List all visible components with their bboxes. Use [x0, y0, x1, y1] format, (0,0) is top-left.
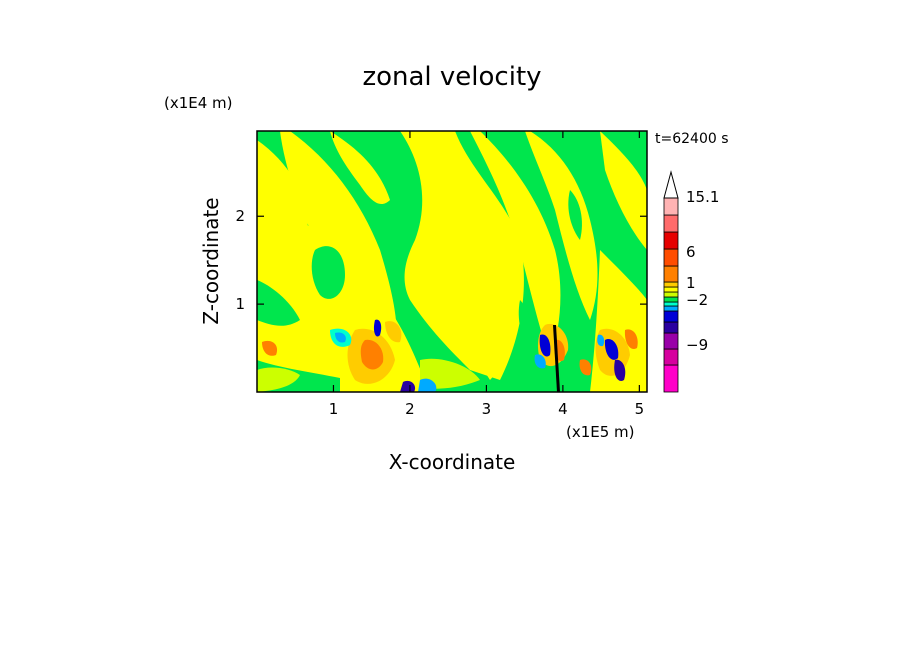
colorbar-level-13 [663, 231, 679, 250]
y-tick-label-1: 2 [235, 207, 245, 225]
colorbar-level-3 [663, 321, 679, 334]
colorbar-level-8 [663, 291, 679, 298]
colorbar-label-1: 6 [686, 243, 696, 261]
y-axis-ticks: 12 [235, 207, 647, 313]
colorbar-level-6 [663, 301, 679, 307]
x-tick-label-3: 4 [558, 400, 568, 418]
colorbar-level-0 [663, 364, 679, 393]
velocity-field [257, 131, 647, 392]
time-label: t=62400 s [655, 131, 729, 147]
chart-title: zonal velocity [362, 62, 541, 92]
x-tick-label-0: 1 [329, 400, 339, 418]
colorbar-level-5 [663, 305, 679, 312]
x-axis-ticks: 1 2 3 4 5 [329, 131, 644, 418]
colorbar-extend-arrow [663, 170, 679, 199]
colorbar-labels: 15.1 6 1−2 −9 [686, 188, 719, 354]
x-tick-label-1: 2 [405, 400, 415, 418]
plot-frame [256, 130, 648, 393]
x-tick-label-2: 3 [482, 400, 492, 418]
colorbar-level-10 [663, 281, 679, 288]
y-tick-label-0: 1 [235, 295, 245, 313]
colorbar-level-12 [663, 248, 679, 267]
y-axis-label: Z-coordinate [199, 197, 223, 324]
colorbar-level-2 [663, 332, 679, 350]
y-scale-label: (x1E4 m) [164, 94, 233, 112]
colorbar-level-15 [663, 197, 679, 216]
colorbar-label-2: 1 [686, 274, 696, 292]
colorbar-level-9 [663, 286, 679, 293]
x-axis-label: X-coordinate [389, 450, 516, 474]
colorbar-label-0: 15.1 [686, 188, 719, 206]
colorbar-level-14 [663, 214, 679, 233]
colorbar [663, 170, 679, 393]
colorbar-label-3: −2 [686, 291, 708, 309]
colorbar-level-1 [663, 348, 679, 366]
x-scale-label: (x1E5 m) [566, 423, 635, 441]
colorbar-label-4: −9 [686, 336, 708, 354]
colorbar-level-11 [663, 265, 679, 283]
colorbar-level-4 [663, 310, 679, 323]
colorbar-level-7 [663, 296, 679, 303]
x-tick-label-4: 5 [635, 400, 645, 418]
